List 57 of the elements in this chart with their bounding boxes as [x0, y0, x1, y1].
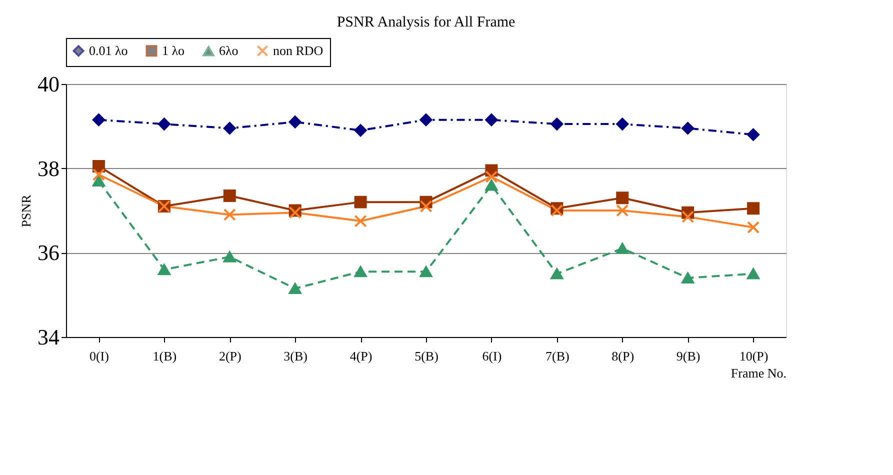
- x-tick-label: 6(I): [482, 348, 502, 364]
- y-axis-title: PSNR: [18, 194, 34, 228]
- chart-title: PSNR Analysis for All Frame: [336, 14, 516, 30]
- x-tick-label: 7(B): [545, 348, 570, 364]
- point: [223, 208, 236, 221]
- x-tick-label: 3(B): [284, 348, 308, 364]
- legend-label: non RDO: [273, 42, 324, 58]
- point: [158, 118, 170, 130]
- point: [92, 168, 105, 181]
- legend-label: 6λo: [219, 43, 238, 58]
- x-tick-label: 1(B): [152, 348, 177, 364]
- point: [485, 180, 498, 191]
- x-tick-label: 4(P): [350, 348, 372, 364]
- x-tick-label: 0(I): [89, 348, 109, 364]
- point: [616, 242, 629, 254]
- point: [354, 124, 367, 137]
- point: [616, 204, 629, 217]
- point: [288, 116, 302, 128]
- point: [682, 122, 694, 135]
- point: [158, 264, 170, 276]
- point: [747, 268, 760, 280]
- point: [682, 210, 694, 224]
- point: [354, 266, 367, 278]
- point: [682, 272, 694, 284]
- point: [550, 118, 564, 130]
- point: [92, 114, 105, 126]
- point: [354, 214, 367, 228]
- legend-label: 1 λo: [162, 42, 185, 58]
- point: [616, 118, 629, 130]
- point: [92, 175, 105, 187]
- point: [485, 170, 498, 184]
- y-tick-label: 40: [38, 72, 60, 96]
- x-tick-label: 2(P): [218, 348, 242, 364]
- x-tick-label: 10(P): [739, 348, 768, 364]
- point: [223, 251, 236, 262]
- legend-label: 0.01 λo: [89, 42, 128, 58]
- point: [288, 282, 302, 294]
- y-tick-label: 36: [38, 240, 60, 266]
- x-tick-label: 9(B): [676, 348, 700, 364]
- point: [420, 266, 432, 278]
- point: [354, 196, 367, 208]
- point: [747, 128, 760, 141]
- y-tick-label: 34: [38, 324, 60, 350]
- x-axis-title: Frame No.: [730, 366, 786, 380]
- point: [420, 114, 432, 126]
- point: [223, 190, 236, 202]
- point: [485, 114, 498, 126]
- point: [616, 192, 629, 204]
- point: [747, 221, 760, 234]
- x-tick-label: 8(P): [612, 348, 634, 364]
- y-tick-label: 38: [38, 156, 60, 181]
- point: [747, 202, 760, 215]
- point: [223, 122, 236, 135]
- point: [550, 268, 564, 280]
- x-tick-label: 5(B): [414, 348, 438, 364]
- point: [92, 160, 105, 172]
- point: [420, 200, 432, 213]
